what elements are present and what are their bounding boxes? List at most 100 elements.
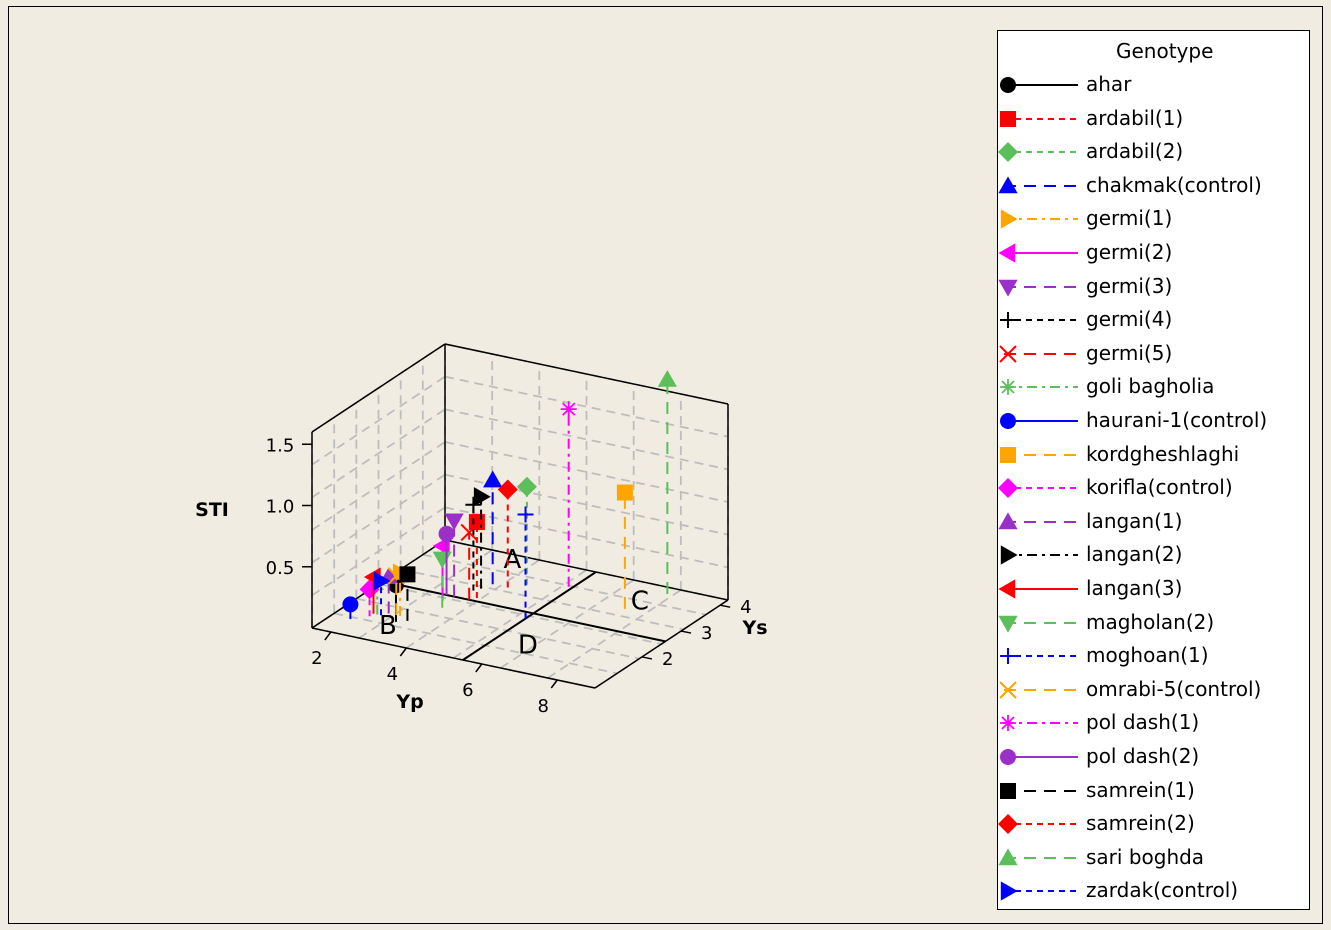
legend-swatch [999, 345, 1078, 363]
data-point [399, 566, 416, 583]
floor-gridline [333, 612, 618, 675]
legend-marker [1000, 312, 1016, 329]
region-label-a: A [503, 545, 521, 575]
legend-label: langan(1) [1086, 508, 1183, 533]
legend-marker [1000, 648, 1016, 665]
legend-marker [1000, 446, 1016, 463]
legend-marker [1000, 749, 1016, 765]
legend-swatch [998, 279, 1078, 297]
z-axis-label: STI [195, 499, 229, 521]
legend-label: pol dash(1) [1086, 710, 1200, 735]
legend-item: langan(1) [998, 506, 1309, 538]
legend-label: korifla(control) [1086, 475, 1233, 500]
x-tick-mark [399, 647, 407, 657]
legend-swatch [1000, 209, 1078, 229]
box-edge [311, 343, 446, 433]
x-tick-mark [324, 631, 332, 641]
legend-swatch [1000, 648, 1078, 665]
x-tick-label: 4 [387, 664, 398, 685]
z-tick-label: 1.0 [266, 497, 295, 518]
legend-swatch [998, 176, 1078, 193]
data-point [438, 525, 455, 542]
legend-swatch [998, 848, 1078, 865]
legend-label: pol dash(2) [1086, 744, 1200, 768]
legend-label: zardak(control) [1086, 878, 1239, 903]
data-point [373, 571, 391, 591]
legend-label: germi(4) [1086, 307, 1173, 332]
legend-marker [998, 279, 1018, 297]
legend-label: samrein(1) [1086, 777, 1195, 802]
legend-item: germi(3) [998, 271, 1309, 303]
floor-gridline [453, 569, 587, 659]
data-point [497, 479, 518, 500]
legend-label: ardabil(1) [1086, 105, 1184, 130]
series-haurani-1-control- [342, 596, 359, 620]
quadrant-line [462, 571, 597, 661]
legend-item: goli bagholia [998, 371, 1309, 403]
legend-swatch [1000, 379, 1078, 396]
legend-item: samrein(2) [998, 808, 1309, 840]
data-point [560, 401, 577, 418]
legend-item: chakmak(control) [998, 170, 1309, 202]
series-samrein-2- [497, 479, 518, 588]
legend-marker [1000, 209, 1018, 229]
legend-label: kordgheshlaghi [1086, 441, 1240, 466]
legend-marker [1000, 715, 1016, 732]
back-wall-gridline [444, 375, 729, 438]
series-moghoan-1- [517, 506, 534, 619]
series-samrein-1- [399, 566, 416, 621]
series-ardabil-1- [468, 514, 485, 599]
legend-label: moghoan(1) [1086, 643, 1209, 668]
region-label-d: D [518, 630, 538, 660]
legend-item: samrein(1) [998, 775, 1309, 807]
series-langan-2- [473, 487, 491, 589]
legend-marker [998, 814, 1018, 835]
data-point [342, 596, 359, 613]
legend-swatch [999, 681, 1078, 699]
legend-label: chakmak(control) [1086, 172, 1262, 197]
legend-swatch [1000, 312, 1078, 329]
box-edge [444, 539, 729, 601]
legend-swatch [1000, 413, 1078, 429]
series-kordgheshlaghi [616, 484, 633, 609]
legend-item: langan(3) [998, 573, 1309, 605]
data-point [460, 523, 478, 542]
legend-swatch [1000, 110, 1078, 127]
legend-swatch [1000, 545, 1078, 565]
legend-marker [998, 478, 1018, 499]
legend-swatch [998, 512, 1078, 529]
data-point [444, 513, 464, 531]
legend-label: germi(1) [1086, 206, 1173, 231]
y-tick-label: 2 [662, 649, 673, 670]
region-label-b: B [379, 611, 397, 641]
legend-marker [1000, 782, 1016, 799]
z-tick-label: 0.5 [266, 558, 295, 579]
legend-item: pol dash(1) [998, 707, 1309, 739]
legend-item: ardabil(1) [998, 103, 1309, 135]
legend-item: germi(4) [998, 304, 1309, 336]
legend-label: langan(3) [1086, 576, 1183, 600]
legend-swatch [1000, 715, 1078, 732]
series-germi-5- [460, 523, 478, 600]
data-point [517, 506, 534, 523]
x-tick-label: 2 [311, 648, 322, 669]
x-tick-mark [550, 679, 558, 689]
legend-title: Genotype [1116, 39, 1214, 63]
x-tick-label: 8 [538, 696, 549, 717]
legend-swatch [998, 579, 1078, 599]
y-axis-label: Ys [741, 617, 767, 639]
legend-marker [1000, 110, 1016, 127]
legend-label: germi(3) [1086, 273, 1173, 298]
legend-marker [998, 512, 1018, 529]
legend: Genotype ahar ardabil(1) ardabil(2) chakmak… [997, 30, 1310, 910]
x-axis-label: Yp [395, 691, 423, 713]
legend-swatch [998, 243, 1078, 263]
legend-swatch [1000, 782, 1078, 799]
y-tick-mark [720, 604, 731, 608]
data-point [483, 470, 503, 488]
box-edge [444, 343, 729, 405]
legend-label: germi(2) [1086, 240, 1173, 264]
legend-item: omrabi-5(control) [998, 674, 1309, 706]
legend-item: ardabil(2) [998, 136, 1309, 168]
y-tick-mark [680, 630, 692, 634]
